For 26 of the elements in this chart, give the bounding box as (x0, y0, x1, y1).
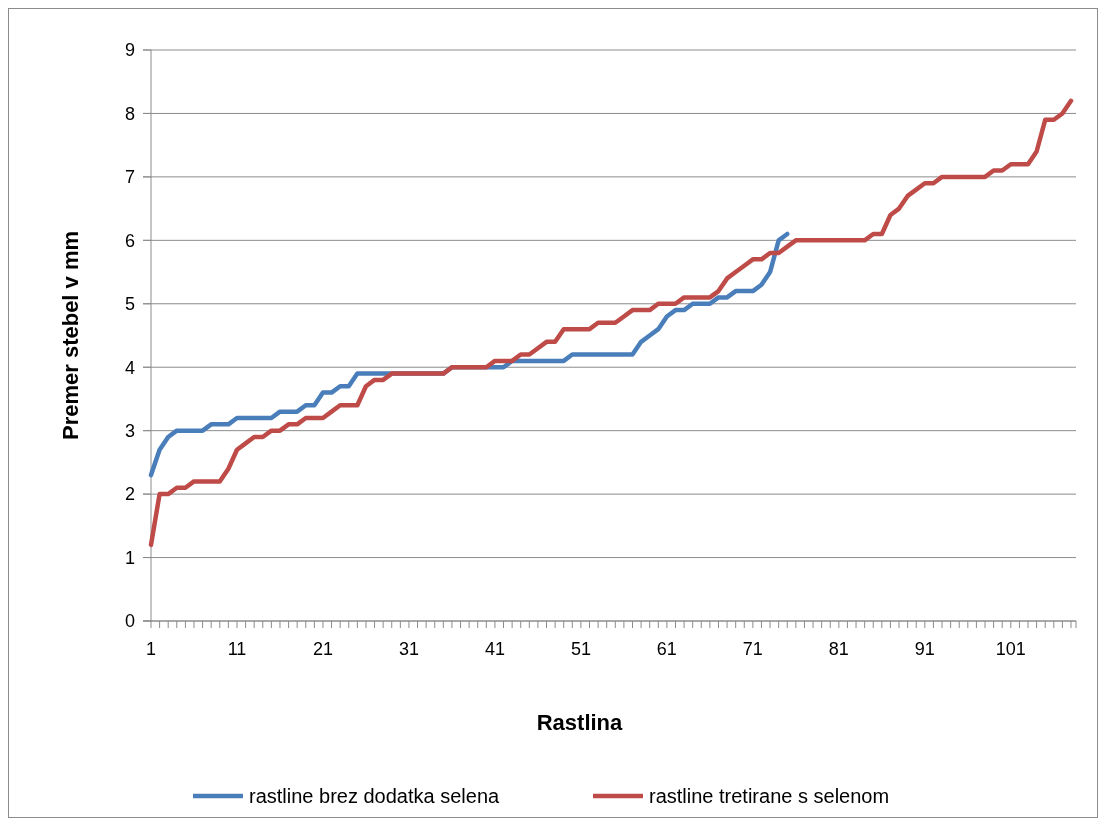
x-axis-title: Rastlina (536, 710, 624, 735)
y-tick-label: 9 (124, 40, 135, 61)
x-tick-label: 11 (227, 639, 247, 659)
x-tick-label: 51 (570, 639, 591, 659)
x-tick-label: 61 (656, 639, 677, 659)
line-series (148, 98, 1074, 548)
x-tick-label: 81 (828, 639, 849, 659)
y-tick-label: 4 (124, 357, 135, 378)
y-tick-label: 1 (124, 547, 135, 568)
x-tick-label: 1 (145, 639, 157, 659)
legend-label: rastline brez dodatka selena (249, 785, 501, 807)
x-tick-label: 31 (398, 639, 419, 659)
y-tick-label: 6 (124, 230, 135, 251)
x-tick-label: 101 (995, 639, 1026, 659)
x-tick-label: 41 (484, 639, 505, 659)
legend-label: rastline tretirane s selenom (649, 785, 890, 807)
y-tick-label: 0 (124, 611, 135, 632)
x-tick-label: 21 (312, 639, 333, 659)
y-axis-title: Premer stebel v mm (58, 230, 83, 441)
y-tick-label: 7 (124, 167, 135, 188)
y-tick-label: 2 (124, 484, 135, 505)
y-tick-label: 8 (124, 103, 135, 124)
y-tick-label: 5 (124, 294, 135, 315)
x-tick-label: 71 (742, 639, 763, 659)
y-tick-label: 3 (124, 420, 135, 441)
x-tick-label: 91 (914, 639, 935, 659)
